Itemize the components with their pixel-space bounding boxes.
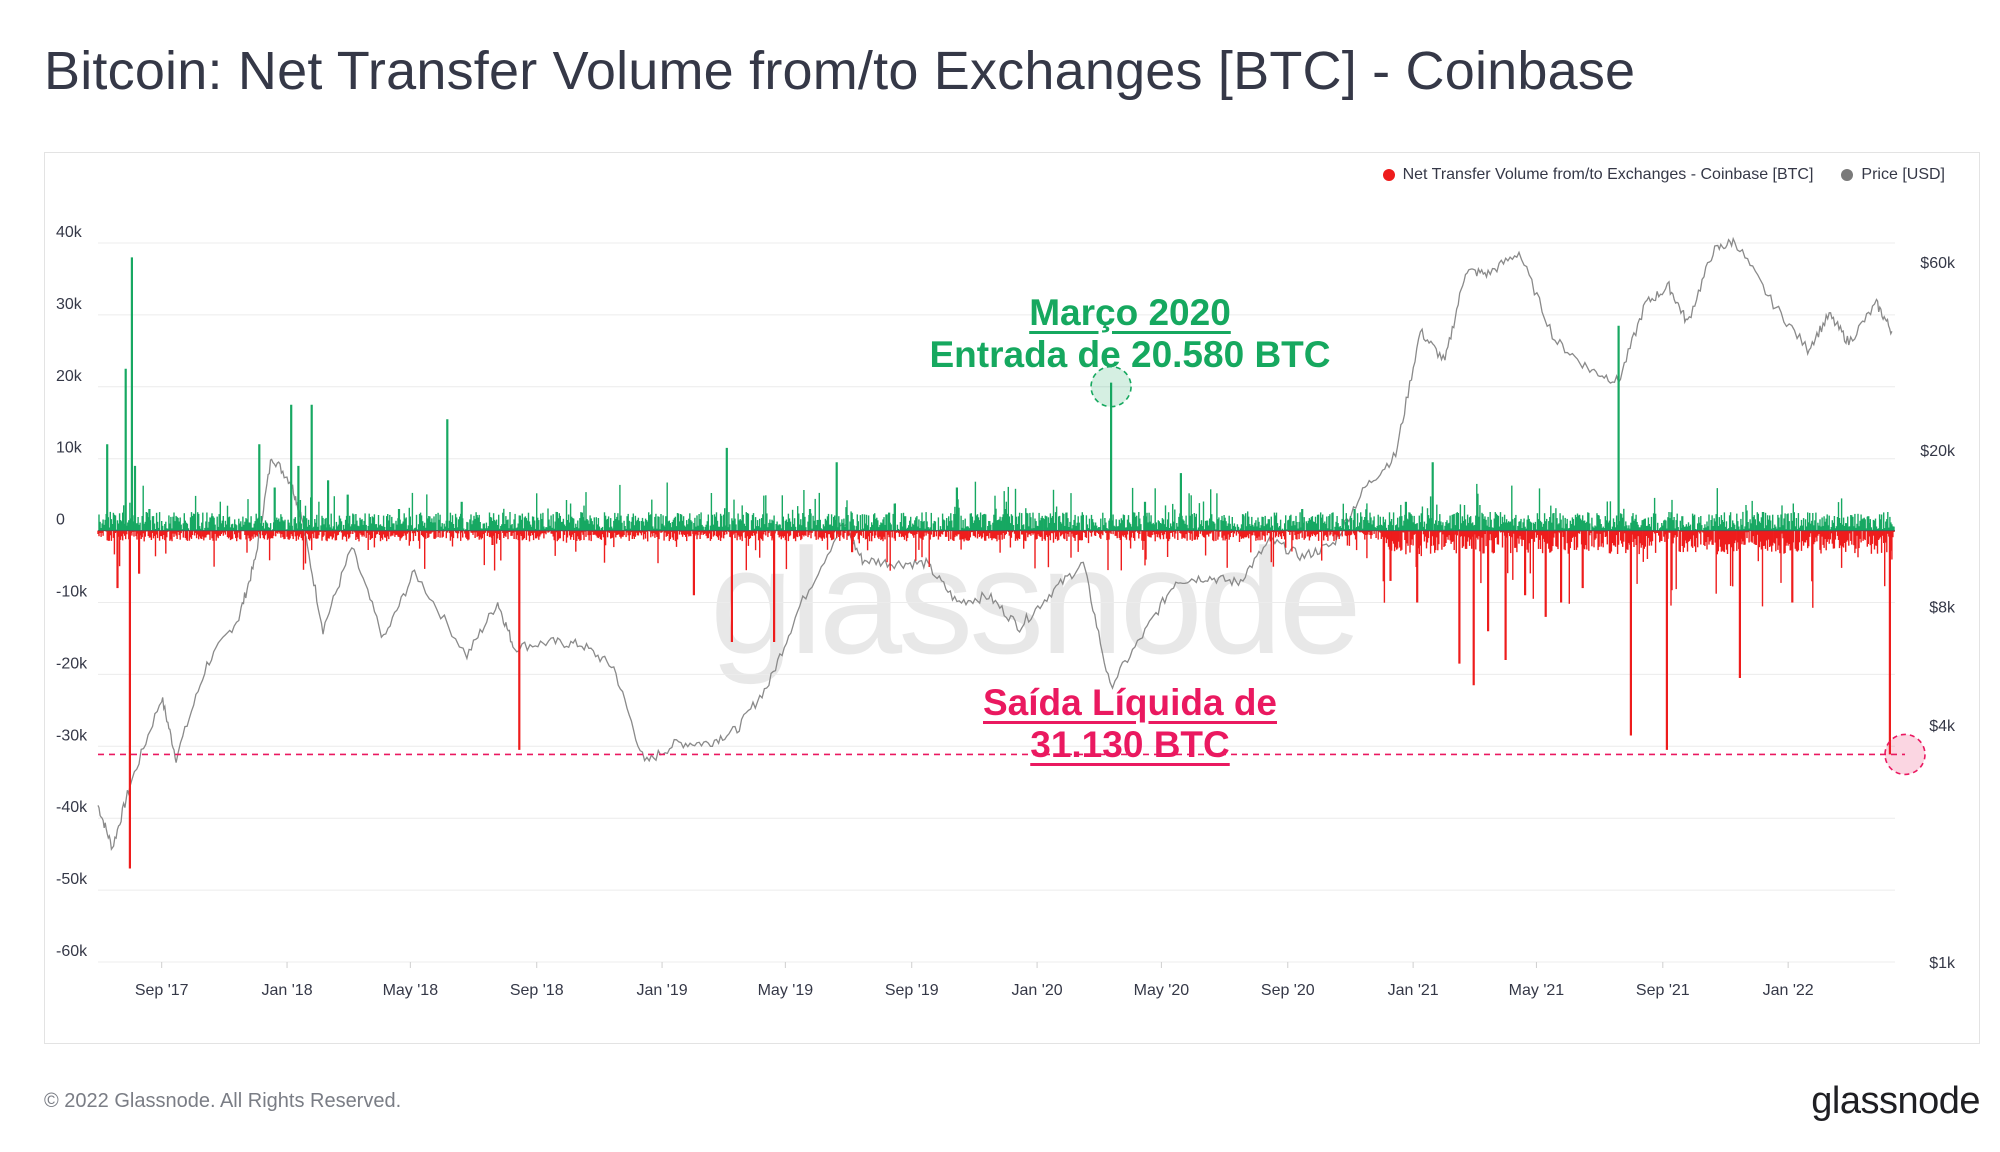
y-left-tick-label: -10k bbox=[56, 584, 88, 601]
footer-logo[interactable]: glassnode bbox=[1811, 1080, 1980, 1122]
legend-item-net-transfer[interactable]: Net Transfer Volume from/to Exchanges - … bbox=[1382, 166, 1814, 184]
highlight-circle-outflow bbox=[1884, 733, 1926, 776]
price-line bbox=[97, 236, 1893, 851]
y-left-tick-label: 10k bbox=[56, 440, 83, 457]
left-axis-labels: 40k 30k 20k 10k 0 -10k -20k -30k -40k -50k -60k bbox=[56, 224, 88, 960]
legend-label-net-transfer: Net Transfer Volume from/to Exchanges - … bbox=[1402, 166, 1814, 183]
legend-dot-gray bbox=[1841, 169, 1854, 181]
page-title: Bitcoin: Net Transfer Volume from/to Exc… bbox=[44, 41, 1636, 101]
annotation-march-2020-title: Março 2020 bbox=[1029, 292, 1231, 333]
y-left-tick-label: -20k bbox=[56, 655, 88, 672]
annotation-outflow-title: Saída Líquida de bbox=[983, 682, 1277, 723]
y-right-tick-label: $4k bbox=[1929, 718, 1956, 735]
legend: Net Transfer Volume from/to Exchanges - … bbox=[1382, 166, 1945, 184]
footer-copyright: © 2022 Glassnode. All Rights Reserved. bbox=[44, 1090, 402, 1112]
x-tick-label: Jan '22 bbox=[1763, 982, 1814, 999]
x-tick-label: May '19 bbox=[758, 982, 814, 999]
annotation-march-2020-text: Entrada de 20.580 BTC bbox=[929, 334, 1331, 375]
y-left-tick-label: 40k bbox=[56, 224, 83, 241]
right-axis-labels: $60k $20k $8k $4k $1k bbox=[1920, 255, 1956, 972]
annotation-outflow-text: 31.130 BTC bbox=[1030, 724, 1230, 765]
x-tick-label: Jan '21 bbox=[1388, 982, 1439, 999]
y-right-tick-label: $20k bbox=[1920, 443, 1956, 460]
y-left-tick-label: -60k bbox=[56, 943, 88, 960]
x-tick-label: Jan '20 bbox=[1012, 982, 1063, 999]
x-tick-label: Sep '18 bbox=[510, 982, 564, 999]
x-tick-label: May '18 bbox=[383, 982, 439, 999]
annotation-overlay bbox=[98, 365, 1926, 776]
x-tick-label: Jan '18 bbox=[262, 982, 313, 999]
y-right-tick-label: $1k bbox=[1929, 955, 1956, 972]
annotation-outflow: Saída Líquida de 31.130 BTC bbox=[930, 682, 1330, 766]
x-tick-label: Sep '21 bbox=[1636, 982, 1690, 999]
legend-label-price: Price [USD] bbox=[1861, 166, 1945, 183]
legend-item-price[interactable]: Price [USD] bbox=[1841, 166, 1945, 184]
x-tick-label: Jan '19 bbox=[637, 982, 688, 999]
highlight-circle-inflow bbox=[1090, 365, 1132, 408]
y-left-tick-label: -50k bbox=[56, 871, 88, 888]
y-left-tick-label: 0 bbox=[56, 512, 65, 529]
y-left-tick-label: -40k bbox=[56, 799, 88, 816]
x-axis-labels: Sep '17 Jan '18 May '18 Sep '18 Jan '19 May '… bbox=[135, 962, 1814, 999]
price-series bbox=[97, 236, 1893, 851]
y-right-tick-label: $8k bbox=[1929, 599, 1956, 616]
x-tick-label: Sep '19 bbox=[885, 982, 939, 999]
x-tick-label: Sep '17 bbox=[135, 982, 189, 999]
x-tick-label: May '21 bbox=[1509, 982, 1565, 999]
x-tick-label: Sep '20 bbox=[1261, 982, 1315, 999]
x-tick-label: May '20 bbox=[1134, 982, 1190, 999]
y-right-tick-label: $60k bbox=[1920, 255, 1956, 272]
chart-frame bbox=[44, 152, 1980, 1044]
y-left-tick-label: 30k bbox=[56, 296, 83, 313]
y-left-tick-label: -30k bbox=[56, 727, 88, 744]
legend-dot-red bbox=[1382, 169, 1395, 181]
y-left-tick-label: 20k bbox=[56, 368, 83, 385]
annotation-march-2020: Março 2020 Entrada de 20.580 BTC bbox=[880, 292, 1380, 376]
